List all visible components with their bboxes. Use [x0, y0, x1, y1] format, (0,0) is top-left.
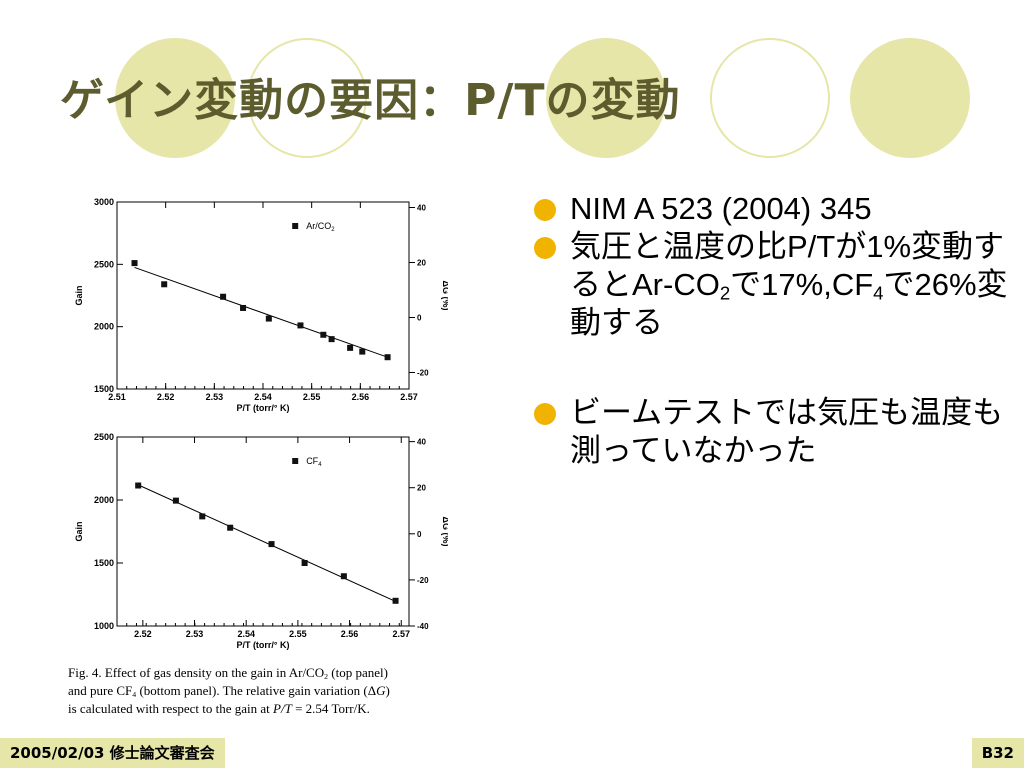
bullet-dot-icon: [534, 237, 556, 259]
x-tick-label: 2.51: [108, 392, 126, 402]
x-tick-label: 2.52: [134, 629, 152, 639]
y2-tick-label: 20: [417, 484, 426, 493]
data-point: [328, 336, 335, 343]
y2-tick-label: 40: [417, 204, 426, 213]
legend-marker: [292, 223, 299, 229]
data-point: [297, 322, 304, 329]
footer-date-event: 2005/02/03 修士論文審査会: [0, 738, 225, 768]
y-tick-label: 2000: [94, 495, 114, 505]
data-point: [392, 597, 399, 604]
y-tick-label: 3000: [94, 197, 114, 207]
x-tick-label: 2.57: [392, 629, 410, 639]
x-tick-label: 2.54: [254, 392, 272, 402]
y2-tick-label: 40: [417, 438, 426, 447]
data-point: [320, 331, 327, 338]
legend-label-sub: 4: [318, 462, 322, 468]
y-tick-label: 2000: [94, 322, 114, 332]
bullet-list: NIM A 523 (2004) 345 気圧と温度の比P/Tが1%変動するとA…: [534, 190, 1014, 470]
data-point: [135, 482, 142, 489]
data-point: [384, 354, 391, 361]
data-point: [161, 281, 168, 288]
legend-label: Ar/CO2: [306, 221, 335, 233]
decor-circle-2: [546, 38, 666, 158]
data-point: [268, 541, 275, 548]
legend-label: CF4: [306, 456, 322, 468]
data-point: [265, 315, 272, 322]
x-tick-label: 2.55: [289, 629, 307, 639]
decor-circle-1: [115, 38, 235, 158]
y2-tick-label: -20: [417, 369, 429, 378]
y2-axis-label: ΔG (%): [441, 517, 448, 547]
x-tick-label: 2.52: [157, 392, 175, 402]
legend-label-sub: 2: [331, 227, 335, 233]
data-point: [359, 348, 366, 355]
x-tick-label: 2.53: [206, 392, 224, 402]
data-point: [340, 573, 347, 580]
chart-bottom-cf4: 2.52 2.53 2.54 2.55 2.56 2.57 1000 1500 2000 2500…: [74, 432, 448, 650]
plot-frame: [116, 436, 410, 627]
decor-circle-3: [850, 38, 970, 158]
data-point: [131, 260, 138, 267]
x-tick-label: 2.56: [352, 392, 370, 402]
plot-frame: [116, 201, 410, 390]
bullet-item-3: ビームテストでは気圧も温度も測っていなかった: [534, 394, 1014, 470]
x-tick-label: 2.57: [400, 392, 418, 402]
x-tick-label: 2.55: [303, 392, 321, 402]
legend-label-base: CF: [306, 456, 318, 466]
x-axis-label: P/T (torr/° K): [236, 403, 289, 413]
fit-line: [134, 266, 388, 358]
slide-title: ゲイン変動の要因：P/Tの変動: [60, 75, 681, 126]
y2-tick-label: 20: [417, 259, 426, 268]
decor-ring-2: [710, 38, 830, 158]
data-point: [172, 497, 179, 504]
legend-marker: [292, 458, 299, 464]
figure: 2.51 2.52 2.53 2.54 2.55 2.56 2.57 1500 2000 2500…: [68, 192, 448, 722]
y2-axis-label: ΔG (%): [441, 281, 448, 311]
footer-slide-number: B32: [971, 738, 1024, 768]
x-axis-label: P/T (torr/° K): [236, 640, 289, 650]
y-tick-label: 1000: [94, 621, 114, 631]
data-point: [240, 304, 247, 311]
figure-caption: Fig. 4. Effect of gas density on the gai…: [68, 665, 390, 716]
bullet-item-1: NIM A 523 (2004) 345: [534, 190, 1014, 228]
data-point: [301, 560, 308, 566]
bullet-dot-icon: [534, 403, 556, 425]
y-tick-label: 1500: [94, 384, 114, 394]
x-tick-label: 2.56: [341, 629, 359, 639]
y-axis-label: Gain: [74, 521, 84, 541]
y2-tick-label: 0: [417, 314, 422, 323]
y-tick-label: 2500: [94, 259, 114, 269]
data-point: [199, 513, 206, 520]
y2-tick-label: -20: [417, 576, 429, 585]
data-point: [227, 524, 234, 531]
y2-tick-label: 0: [417, 530, 422, 539]
legend-label-base: Ar/CO: [306, 221, 331, 231]
chart-top-ar-co2: 2.51 2.52 2.53 2.54 2.55 2.56 2.57 1500 2000 2500…: [74, 197, 448, 413]
x-tick-label: 2.53: [186, 629, 204, 639]
y-tick-label: 1500: [94, 558, 114, 568]
decor-ring-1: [247, 38, 367, 158]
bullet-item-2: 気圧と温度の比P/Tが1%変動するとAr-CO2で17%,CF4で26%変動する: [534, 228, 1014, 342]
x-tick-label: 2.54: [237, 629, 255, 639]
y-axis-label: Gain: [74, 285, 84, 305]
data-point: [347, 344, 354, 351]
bullet-dot-icon: [534, 199, 556, 221]
fit-line: [137, 484, 396, 602]
y-tick-label: 2500: [94, 432, 114, 442]
y2-tick-label: -40: [417, 622, 429, 631]
data-point: [220, 293, 227, 300]
